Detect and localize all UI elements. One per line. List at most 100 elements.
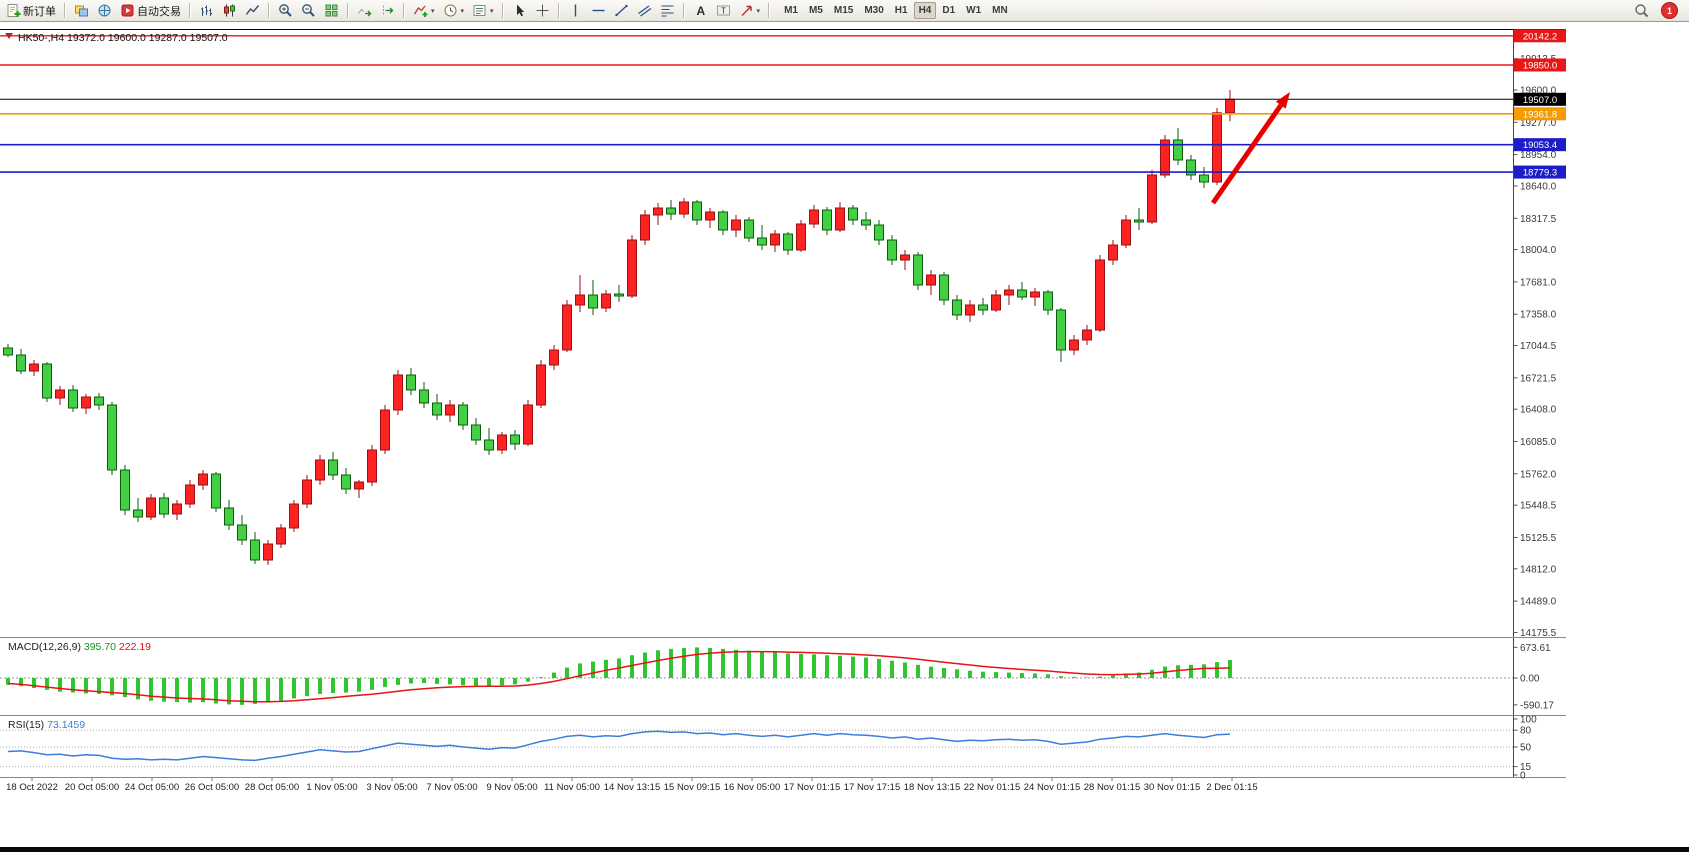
arrows-button[interactable]: ▾ — [736, 0, 764, 21]
zoom-in-button[interactable] — [275, 0, 296, 21]
timeframe-toolbar: M1 M5 M15 M30 H1 H4 D1 W1 MN — [779, 2, 1013, 19]
timeframe-m5-button[interactable]: M5 — [808, 5, 823, 16]
timeframe-m15-button[interactable]: M15 — [833, 5, 854, 16]
candle — [94, 396, 104, 406]
candle — [445, 404, 455, 416]
candle — [315, 459, 325, 481]
templates-icon — [473, 5, 486, 16]
price-axis-label: 17358.0 — [1520, 310, 1557, 321]
price-badge-label: 18779.3 — [1523, 168, 1557, 179]
auto-trading-icon — [121, 4, 134, 17]
rsi-axis-label: 100 — [1520, 715, 1537, 726]
zoom-out-icon — [302, 4, 315, 17]
search-button[interactable] — [1631, 0, 1653, 21]
candle — [120, 469, 130, 511]
candle — [783, 233, 793, 251]
price-axis-label: 16085.0 — [1520, 437, 1557, 448]
indicators-button[interactable]: ▾ — [410, 0, 438, 21]
candle — [900, 254, 910, 261]
candle — [1082, 329, 1092, 341]
toolbar-separator — [501, 3, 504, 18]
trendline-icon — [614, 4, 628, 17]
fibonacci-button[interactable] — [657, 0, 678, 21]
text-button[interactable]: A — [690, 0, 711, 21]
cursor-button[interactable] — [509, 0, 530, 21]
candle — [42, 363, 52, 399]
timeframe-m30-button[interactable]: M30 — [864, 5, 884, 16]
candle — [562, 304, 572, 351]
vertical-line-icon — [574, 4, 576, 17]
time-axis-label: 7 Nov 05:00 — [426, 782, 477, 793]
text-label-button[interactable]: T — [713, 0, 734, 21]
chart-shift-button[interactable] — [377, 0, 398, 21]
periods-button[interactable]: ▾ — [440, 0, 468, 21]
zoom-out-button[interactable] — [298, 0, 319, 21]
timeframe-h1-button[interactable]: H1 — [894, 5, 908, 16]
text-icon: A — [696, 4, 705, 18]
time-axis-label: 15 Nov 09:15 — [664, 782, 721, 793]
templates-button[interactable]: ▾ — [469, 0, 497, 21]
line-chart-icon — [245, 5, 260, 15]
candle — [705, 211, 715, 221]
svg-text:A: A — [696, 4, 705, 18]
candle — [653, 207, 663, 216]
tile-windows-button[interactable] — [321, 0, 342, 21]
candle — [68, 389, 78, 409]
market-watch-button[interactable] — [94, 0, 115, 21]
vertical-line-button[interactable] — [565, 0, 586, 21]
timeframe-d1-button[interactable]: D1 — [942, 5, 956, 16]
time-axis-label: 11 Nov 05:00 — [544, 782, 600, 793]
candle — [419, 389, 429, 404]
new-order-button[interactable]: 新订单 — [3, 0, 59, 21]
chevron-down-icon: ▾ — [460, 7, 465, 15]
toolbar-separator — [64, 3, 66, 18]
bar-chart-button[interactable] — [196, 0, 217, 21]
crosshair-button[interactable] — [532, 0, 553, 21]
tile-windows-icon — [325, 4, 338, 17]
trend-arrow[interactable] — [1210, 103, 1284, 205]
chart-profile-button[interactable] — [71, 0, 92, 21]
price-badge — [1514, 107, 1566, 121]
rsi-axis-label: 50 — [1520, 743, 1532, 754]
price-badge-label: 20142.2 — [1523, 31, 1557, 42]
horizontal-line-button[interactable] — [588, 0, 609, 21]
candle — [289, 503, 299, 529]
line-chart-button[interactable] — [242, 0, 263, 21]
price-badge — [1514, 29, 1566, 43]
auto-trading-button[interactable]: 自动交易 — [117, 0, 184, 21]
arrow-tool-icon — [741, 5, 752, 16]
candle — [367, 449, 377, 483]
candlestick-chart-button[interactable] — [219, 0, 240, 21]
channel-button[interactable] — [634, 0, 655, 21]
candle — [666, 207, 676, 215]
notification-badge[interactable]: 1 — [1661, 2, 1678, 19]
candle — [250, 539, 260, 561]
price-badge-label: 19361.8 — [1523, 109, 1557, 120]
search-icon — [1635, 3, 1649, 17]
candle — [1199, 174, 1209, 183]
new-order-icon — [7, 4, 21, 17]
candle — [497, 434, 507, 451]
candle — [237, 524, 247, 541]
timeframe-mn-button[interactable]: MN — [992, 5, 1008, 16]
macd-signal-line — [7, 650, 1231, 703]
auto-scroll-button[interactable] — [354, 0, 375, 21]
candle — [536, 364, 546, 406]
price-axis-label: 17044.5 — [1520, 341, 1557, 352]
candle — [29, 363, 39, 372]
text-label-icon: T — [716, 5, 730, 16]
price-axis-label: 19600.0 — [1520, 86, 1557, 97]
price-badge-label: 19850.0 — [1523, 61, 1557, 72]
candle — [146, 497, 156, 518]
candlestick-chart-icon — [224, 4, 235, 17]
timeframe-w1-button[interactable]: W1 — [966, 5, 982, 16]
macd-label: MACD(12,26,9) 395.70 222.19 — [8, 641, 151, 653]
price-axis-label: 14489.0 — [1520, 597, 1557, 608]
timeframe-m1-button[interactable]: M1 — [784, 5, 798, 16]
toolbar-separator — [347, 3, 349, 18]
time-axis-label: 18 Nov 13:15 — [904, 782, 961, 793]
timeframe-h4-button[interactable]: H4 — [913, 2, 937, 19]
candle — [1186, 159, 1196, 176]
trendline-button[interactable] — [611, 0, 632, 21]
